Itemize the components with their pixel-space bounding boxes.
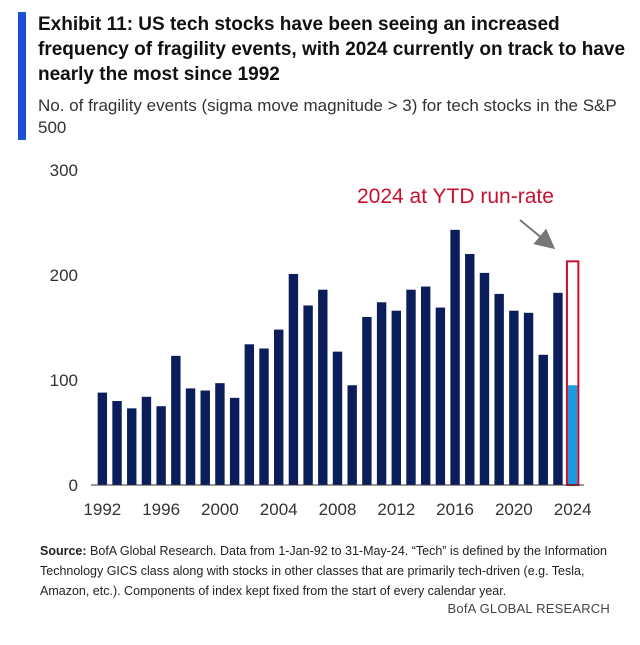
bar (288, 273, 299, 485)
chart-title: Exhibit 11: US tech stocks have been see… (38, 14, 626, 85)
x-tick-label: 2024 (554, 500, 592, 519)
bar (406, 289, 416, 485)
x-tick-label: 1992 (83, 500, 121, 519)
brand-label: BofA GLOBAL RESEARCH (447, 601, 610, 616)
bar (97, 392, 108, 485)
source-label: Source: (40, 544, 87, 558)
x-tick-label: 2000 (201, 500, 239, 519)
x-tick-label: 2016 (436, 500, 474, 519)
accent-bar (18, 12, 26, 140)
bar-2024-ytd (567, 385, 578, 485)
bar-chart: 0 100 200 300 1992 1996 2000 2004 2008 2012 2016 20… (50, 161, 592, 519)
bar (465, 254, 475, 485)
bar (112, 401, 122, 485)
x-tick-label: 2012 (377, 500, 415, 519)
chart-subtitle: No. of fragility events (sigma move magn… (38, 96, 617, 137)
bar (420, 286, 431, 485)
y-tick-label: 200 (50, 266, 78, 285)
bar (215, 383, 225, 485)
y-tick-label: 0 (69, 476, 78, 495)
annotation-arrow (519, 219, 556, 250)
bar (435, 307, 446, 485)
bar (200, 390, 210, 485)
bar (318, 289, 328, 485)
bar (494, 293, 504, 485)
annotation-label: 2024 at YTD run-rate (357, 185, 554, 208)
bar (509, 310, 519, 485)
bar (362, 317, 372, 485)
bar (244, 344, 255, 485)
bar (376, 302, 387, 485)
x-tick-label: 1996 (142, 500, 180, 519)
source-footnote: Source: BofA Global Research. Data from … (40, 541, 620, 601)
bar (127, 408, 137, 485)
bar (538, 354, 548, 485)
x-tick-label: 2020 (495, 500, 533, 519)
bar (259, 348, 269, 485)
bar (391, 310, 401, 485)
bar (479, 272, 490, 485)
bar (141, 396, 152, 485)
bar (171, 355, 181, 485)
bar (553, 292, 563, 485)
x-tick-label: 2004 (260, 500, 298, 519)
bar (274, 329, 284, 485)
bar (303, 305, 313, 485)
bar (156, 406, 166, 485)
x-tick-label: 2008 (319, 500, 357, 519)
bar (523, 312, 534, 485)
bar (332, 351, 343, 485)
bar (347, 385, 357, 485)
bar (185, 388, 196, 485)
source-text: BofA Global Research. Data from 1-Jan-92… (40, 544, 607, 598)
bar (450, 229, 460, 485)
y-tick-label: 300 (50, 161, 78, 180)
y-tick-label: 100 (50, 371, 78, 390)
bar (229, 397, 240, 485)
